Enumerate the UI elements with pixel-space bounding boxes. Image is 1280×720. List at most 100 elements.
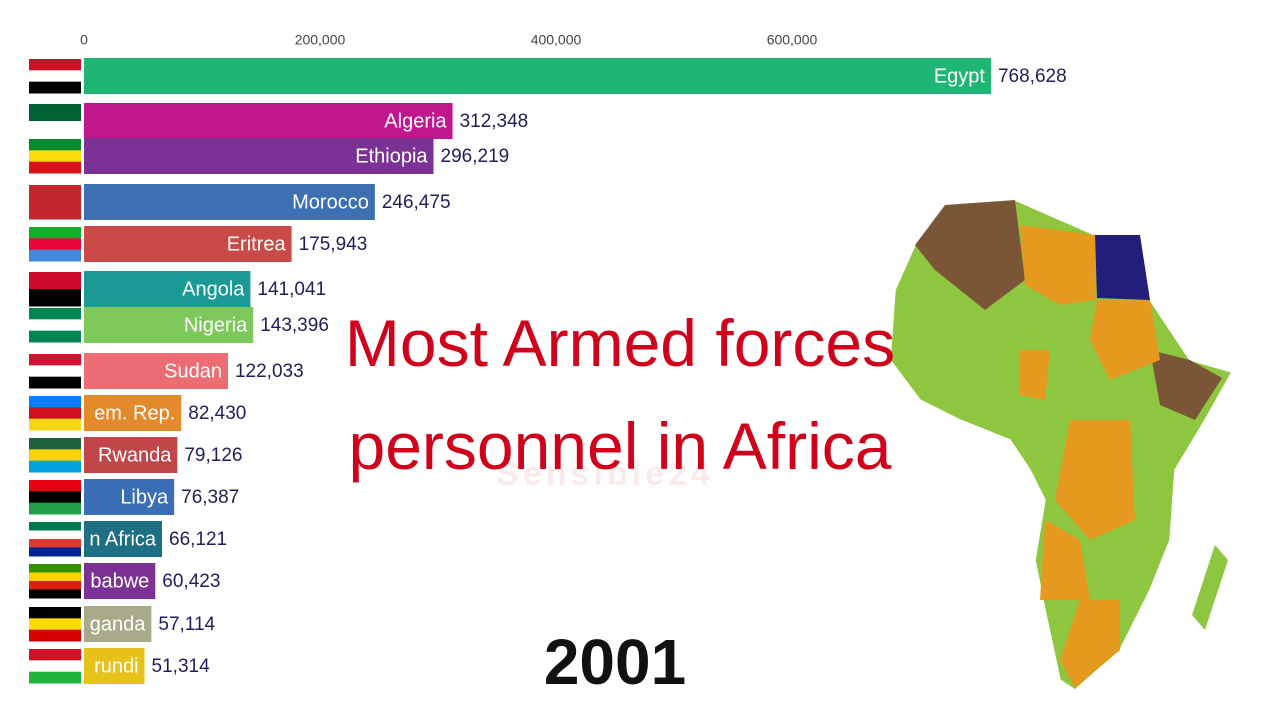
category-label: Angola xyxy=(182,278,245,300)
category-label: Egypt xyxy=(934,65,986,87)
bar-label-group: n Africa xyxy=(89,528,157,550)
flag-stripe xyxy=(29,104,81,122)
category-label: n Africa xyxy=(89,528,157,550)
category-label: Ethiopia xyxy=(355,145,428,167)
chart-title: Most Armed forces personnel in Africa xyxy=(344,306,896,483)
flag-stripe xyxy=(29,618,81,631)
value-label: 312,348 xyxy=(460,111,529,132)
bar-label-group: Algeria xyxy=(384,110,447,132)
value-label: 79,126 xyxy=(184,445,242,466)
value-label: 296,219 xyxy=(441,146,510,167)
flag-stripe xyxy=(29,530,81,540)
bar-label-group: rundi xyxy=(94,655,138,677)
x-tick-label: 0 xyxy=(80,32,88,48)
value-label: 76,387 xyxy=(181,487,239,508)
flag-stripe xyxy=(29,227,81,239)
value-label: 66,121 xyxy=(169,529,227,550)
flag-stripe xyxy=(29,150,81,163)
bar xyxy=(84,437,178,473)
bar xyxy=(84,353,228,389)
flag-stripe xyxy=(29,376,81,389)
flag-stripe xyxy=(29,249,81,262)
watermark: Sensible24 xyxy=(496,455,714,493)
flag-stripe xyxy=(29,272,81,290)
flag-stripe xyxy=(29,522,81,531)
africa-map xyxy=(889,199,1234,691)
flag-stripe xyxy=(29,330,81,343)
x-tick-label: 200,000 xyxy=(295,32,346,48)
flag-stripe xyxy=(29,564,81,573)
bar-label-group: babwe xyxy=(90,570,149,592)
value-label: 768,628 xyxy=(998,66,1067,87)
bar-label-group: ganda xyxy=(90,613,146,635)
value-label: 141,041 xyxy=(257,279,326,300)
category-label: em. Rep. xyxy=(94,402,175,424)
flag-stripe xyxy=(29,438,81,450)
value-label: 51,314 xyxy=(152,656,211,677)
value-label: 122,033 xyxy=(235,361,304,382)
flag-stripe xyxy=(29,480,81,492)
bar-label-group: Sudan xyxy=(164,360,222,382)
flag-stripe xyxy=(29,139,81,151)
flag-stripe xyxy=(29,396,81,408)
bar xyxy=(84,58,991,94)
category-label: ganda xyxy=(90,613,146,635)
flag-stripe xyxy=(29,649,81,661)
bar xyxy=(84,184,375,220)
bar-label-group: Ethiopia xyxy=(355,145,428,167)
flag-stripe xyxy=(29,308,81,320)
bar xyxy=(84,563,156,599)
flag-stripe xyxy=(29,547,81,557)
bar xyxy=(84,103,453,139)
flag-stripe xyxy=(29,365,81,378)
value-label: 246,475 xyxy=(382,192,451,213)
flag-stripe xyxy=(29,418,81,431)
value-label: 143,396 xyxy=(260,315,329,336)
category-label: Nigeria xyxy=(184,314,248,336)
value-label: 82,430 xyxy=(188,403,246,424)
bar-label-group: Nigeria xyxy=(184,314,248,336)
x-tick-label: 400,000 xyxy=(531,32,582,48)
flag-stripe xyxy=(29,121,81,139)
category-label: Libya xyxy=(120,486,169,508)
year-label: 2001 xyxy=(543,626,687,698)
value-label: 57,114 xyxy=(158,614,215,635)
bar-label-group: Libya xyxy=(120,486,169,508)
flag-stripe xyxy=(29,502,81,515)
flag-stripe xyxy=(29,491,81,504)
bar xyxy=(84,606,152,642)
flag-stripe xyxy=(29,539,81,548)
flag-stripe xyxy=(29,59,81,71)
flag-stripe xyxy=(29,407,81,420)
x-tick-label: 600,000 xyxy=(767,32,818,48)
flag-stripe xyxy=(29,671,81,684)
flag-stripe xyxy=(29,572,81,582)
flag-stripe xyxy=(29,354,81,366)
flag-stripe xyxy=(29,629,81,642)
bar xyxy=(84,307,254,343)
bar xyxy=(84,648,145,684)
bar-label-group: Eritrea xyxy=(227,233,287,255)
flag-stripe xyxy=(29,460,81,473)
value-label: 175,943 xyxy=(299,234,368,255)
category-label: rundi xyxy=(94,655,138,677)
flag-stripe xyxy=(29,581,81,590)
bar xyxy=(84,271,251,307)
bar xyxy=(84,521,163,557)
flag-stripe xyxy=(29,185,81,220)
category-label: babwe xyxy=(90,570,149,592)
category-label: Eritrea xyxy=(227,233,287,255)
category-label: Algeria xyxy=(384,110,447,132)
flag-stripe xyxy=(29,70,81,83)
flag-stripe xyxy=(29,607,81,619)
bar-label-group: Angola xyxy=(182,278,245,300)
category-label: Morocco xyxy=(292,191,369,213)
flag-stripe xyxy=(29,319,81,332)
category-label: Rwanda xyxy=(98,444,172,466)
flag-stripe xyxy=(29,238,81,251)
bar xyxy=(84,479,175,515)
flag-stripe xyxy=(29,660,81,673)
bar-label-group: em. Rep. xyxy=(94,402,175,424)
